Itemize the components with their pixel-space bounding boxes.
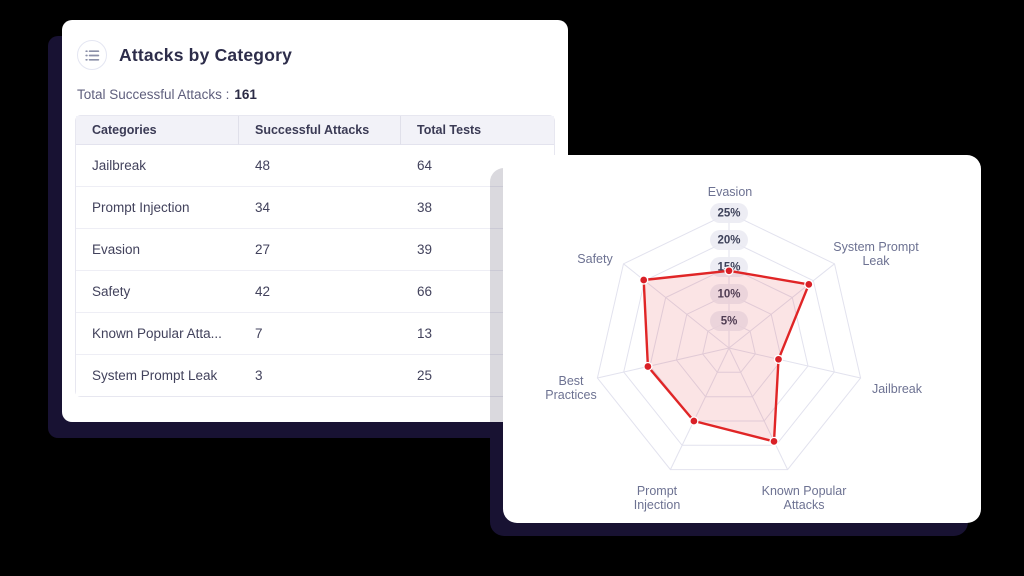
cell-successful-attacks: 27 <box>239 229 401 271</box>
radar-axis-spoke <box>728 347 789 470</box>
ring-label: 5% <box>721 316 738 328</box>
cell-category: System Prompt Leak <box>76 355 239 396</box>
cell-successful-attacks: 34 <box>239 187 401 229</box>
table-row: Safety 42 66 <box>76 271 554 313</box>
table-row: Evasion 27 39 <box>76 229 554 271</box>
ring-label-pill <box>710 284 748 304</box>
radar-axis-spoke <box>669 347 730 470</box>
ring-label: 20% <box>717 235 740 247</box>
column-header-categories: Categories <box>76 116 239 145</box>
radar-axis-spoke <box>597 347 730 379</box>
attacks-table-header: Categories Successful Attacks Total Test… <box>76 116 554 145</box>
radar-grid-ring <box>702 320 756 373</box>
table-row: System Prompt Leak 3 25 <box>76 355 554 396</box>
ring-label: 10% <box>717 289 740 301</box>
cell-successful-attacks: 48 <box>239 145 401 187</box>
data-point <box>804 279 814 290</box>
total-value: 161 <box>234 87 257 102</box>
cell-successful-attacks: 7 <box>239 313 401 355</box>
data-point <box>643 361 653 372</box>
cell-successful-attacks: 3 <box>239 355 401 396</box>
axis-label: System Prompt Leak <box>833 240 919 268</box>
axis-label: Jailbreak <box>872 382 923 396</box>
total-successful-attacks: Total Successful Attacks : 161 <box>75 87 555 102</box>
table-row: Prompt Injection 34 38 <box>76 187 554 229</box>
cell-category: Jailbreak <box>76 145 239 187</box>
attacks-table: Categories Successful Attacks Total Test… <box>75 115 555 397</box>
total-label: Total Successful Attacks : <box>77 87 230 102</box>
data-point <box>724 266 734 276</box>
axis-label: Known Popular Attacks <box>762 484 847 512</box>
page-title: Attacks by Category <box>119 44 293 65</box>
cell-category: Known Popular Atta... <box>76 313 239 355</box>
cell-category: Prompt Injection <box>76 187 239 229</box>
ring-label: 25% <box>717 208 740 220</box>
column-header-successful-attacks: Successful Attacks <box>239 116 401 145</box>
radar-grid-ring <box>649 266 809 422</box>
axis-label: Safety <box>577 252 613 266</box>
radar-grid-ring <box>675 293 783 398</box>
radar-grid-ring <box>623 239 835 446</box>
data-point <box>773 354 784 364</box>
axis-label: Evasion <box>708 185 753 199</box>
table-row: Jailbreak 48 64 <box>76 145 554 187</box>
ring-label-pill <box>710 230 748 250</box>
cell-category: Safety <box>76 271 239 313</box>
table-row: Known Popular Atta... 7 13 <box>76 313 554 355</box>
radar-axis-spoke <box>728 263 835 349</box>
data-point <box>689 416 699 426</box>
radar-data-polygon <box>642 269 810 443</box>
attacks-table-body: Jailbreak 48 64 Prompt Injection 34 38 Evasion… <box>76 145 554 396</box>
radar-axis-spoke <box>728 347 861 379</box>
axis-label: Prompt Injection <box>634 484 681 512</box>
radar-grid-ring <box>596 212 862 471</box>
data-point <box>639 275 649 285</box>
attacks-by-category-card: Attacks by Category Total Successful Att… <box>62 20 568 422</box>
ring-label-pill <box>710 203 748 223</box>
axis-label: Best Practices <box>545 374 596 402</box>
ring-label-pill <box>710 311 748 331</box>
data-point <box>769 436 779 447</box>
column-header-total-tests: Total Tests <box>401 116 554 145</box>
cell-successful-attacks: 42 <box>239 271 401 313</box>
card-header: Attacks by Category <box>75 40 555 70</box>
cell-category: Evasion <box>76 229 239 271</box>
list-icon <box>77 40 107 70</box>
